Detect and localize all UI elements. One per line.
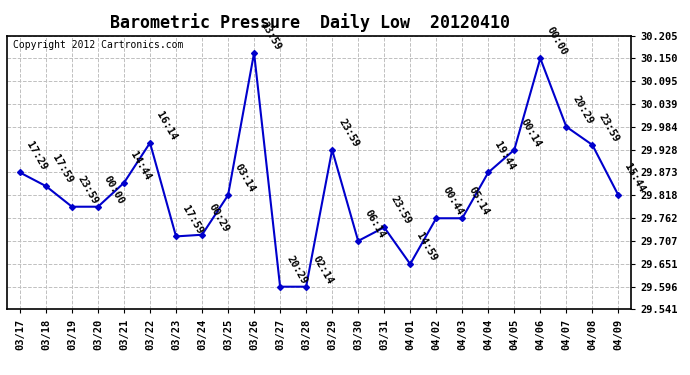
Text: 19:44: 19:44 — [493, 140, 517, 172]
Text: 05:14: 05:14 — [466, 185, 491, 218]
Text: 20:29: 20:29 — [284, 254, 308, 286]
Text: 23:59: 23:59 — [76, 174, 101, 206]
Text: 23:59: 23:59 — [336, 117, 361, 149]
Text: 14:44: 14:44 — [128, 150, 152, 182]
Text: 00:44: 00:44 — [440, 185, 464, 218]
Text: 23:59: 23:59 — [596, 112, 621, 144]
Text: 17:59: 17:59 — [180, 204, 204, 236]
Text: 20:29: 20:29 — [571, 94, 595, 126]
Text: 00:00: 00:00 — [102, 174, 126, 206]
Text: 17:59: 17:59 — [50, 153, 75, 185]
Text: 23:59: 23:59 — [388, 195, 413, 226]
Text: 02:14: 02:14 — [310, 254, 335, 286]
Text: Copyright 2012 Cartronics.com: Copyright 2012 Cartronics.com — [13, 40, 184, 50]
Text: 00:00: 00:00 — [544, 26, 569, 57]
Text: 16:14: 16:14 — [154, 110, 179, 142]
Text: 14:59: 14:59 — [415, 231, 439, 263]
Text: 23:59: 23:59 — [258, 20, 282, 52]
Text: 15:44: 15:44 — [622, 162, 647, 194]
Text: 17:29: 17:29 — [24, 140, 48, 172]
Text: 06:14: 06:14 — [362, 208, 386, 240]
Text: 03:14: 03:14 — [233, 162, 257, 194]
Text: Barometric Pressure  Daily Low  20120410: Barometric Pressure Daily Low 20120410 — [110, 13, 511, 32]
Text: 00:14: 00:14 — [518, 117, 543, 149]
Text: 00:29: 00:29 — [206, 202, 230, 234]
